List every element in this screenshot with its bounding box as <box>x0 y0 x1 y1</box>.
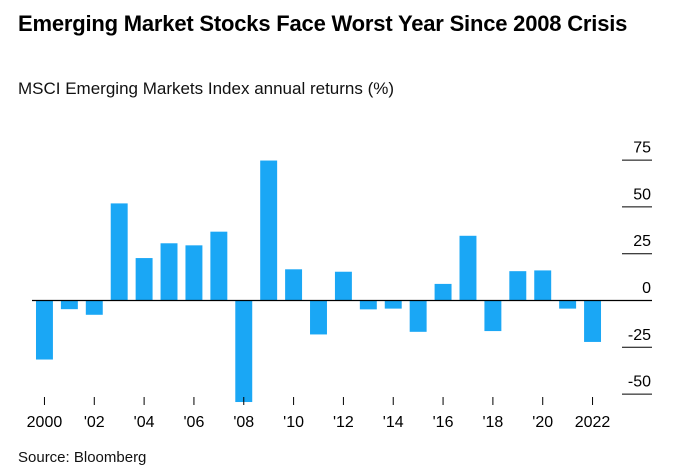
x-tick-label: '08 <box>233 414 254 431</box>
x-tick-label: 2022 <box>575 414 611 431</box>
y-tick-label: 75 <box>633 140 651 157</box>
bar-2006 <box>185 245 203 300</box>
bar-2010 <box>285 269 303 300</box>
bar-2009 <box>260 160 278 300</box>
x-tick-label: '18 <box>482 414 503 431</box>
bar-2021 <box>559 300 577 309</box>
x-tick-label: '04 <box>134 414 155 431</box>
x-tick-label: '06 <box>184 414 205 431</box>
chart-title: Emerging Market Stocks Face Worst Year S… <box>18 11 628 36</box>
x-tick-label: 2000 <box>27 414 63 431</box>
bar-2002 <box>85 300 103 315</box>
bar-2018 <box>484 300 502 332</box>
x-tick-label: '20 <box>532 414 553 431</box>
bar-2022 <box>584 300 602 342</box>
bar-2017 <box>459 235 477 300</box>
y-axis-gridlines <box>622 159 652 395</box>
y-tick-label: -50 <box>628 374 651 391</box>
bar-2005 <box>160 243 178 300</box>
bar-2003 <box>110 203 128 300</box>
bar-2012 <box>334 271 352 300</box>
bar-2015 <box>409 300 427 332</box>
y-tick-label: 0 <box>642 280 651 297</box>
source-note: Source: Bloomberg <box>18 449 147 466</box>
x-tick-label: '10 <box>283 414 304 431</box>
y-tick-label: -25 <box>628 327 651 344</box>
y-axis-labels: 75 50 25 0 -25 -50 <box>628 140 651 391</box>
bar-2001 <box>60 300 78 310</box>
bar-series <box>35 160 602 403</box>
bar-2019 <box>509 271 527 300</box>
bar-2020 <box>534 270 552 300</box>
bar-2016 <box>434 283 452 300</box>
y-tick-label: 25 <box>633 233 651 250</box>
bar-2013 <box>359 300 377 310</box>
bar-2011 <box>310 300 327 335</box>
bar-chart: 75 50 25 0 -25 -50 2000 '02 '04 '06 '08 '10 '12 '14 '… <box>27 140 652 431</box>
x-tick-label: '16 <box>433 414 454 431</box>
x-tick-label: '02 <box>84 414 105 431</box>
bar-2008 <box>235 300 253 403</box>
chart-subtitle: MSCI Emerging Markets Index annual retur… <box>18 79 395 98</box>
bar-2004 <box>135 258 153 300</box>
x-tick-label: '14 <box>383 414 404 431</box>
bar-2014 <box>384 300 402 309</box>
y-tick-label: 50 <box>633 186 651 203</box>
bar-2007 <box>210 231 228 300</box>
x-tick-label: '12 <box>333 414 354 431</box>
bar-2000 <box>35 300 53 360</box>
x-axis: 2000 '02 '04 '06 '08 '10 '12 '14 '16 '18 '20 2022 <box>27 397 611 431</box>
